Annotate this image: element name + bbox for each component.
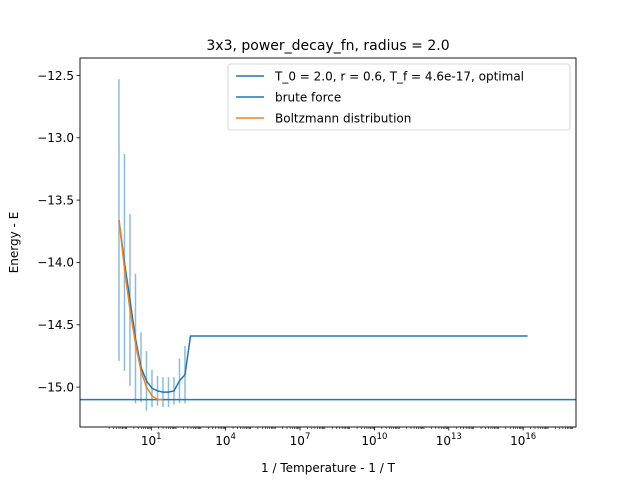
legend-box <box>227 63 571 131</box>
x-tick-label: 107 <box>290 432 311 448</box>
y-tick-label: −14.0 <box>37 256 74 270</box>
series-line-boltzmann <box>118 219 163 401</box>
x-axis: 101 104 107 1010 1013 1016 <box>108 427 574 448</box>
x-tick-label: 101 <box>141 432 162 448</box>
y-tick-label: −14.5 <box>37 318 74 332</box>
y-axis: −12.5 −13.0 −13.5 −14.0 −14.5 −15.0 <box>37 69 80 394</box>
legend-label: T_0 = 2.0, r = 0.6, T_f = 4.6e-17, optim… <box>274 69 524 83</box>
legend-label: Boltzmann distribution <box>275 111 411 125</box>
y-tick-label: −13.0 <box>37 131 74 145</box>
plot-frame <box>79 57 577 428</box>
y-tick-label: −13.5 <box>37 193 74 207</box>
x-tick-label: 1013 <box>436 432 462 448</box>
legend-label: brute force <box>275 90 341 104</box>
x-tick-label: 1010 <box>361 432 387 448</box>
y-axis-label: Energy - E <box>7 212 21 274</box>
chart-title: 3x3, power_decay_fn, radius = 2.0 <box>206 38 449 54</box>
x-tick-label: 104 <box>215 432 236 448</box>
x-axis-label: 1 / Temperature - 1 / T <box>261 461 396 475</box>
y-tick-label: −12.5 <box>37 69 74 83</box>
legend: T_0 = 2.0, r = 0.6, T_f = 4.6e-17, optim… <box>227 63 571 131</box>
series-line-annealing <box>118 219 528 393</box>
y-tick-label: −15.0 <box>37 380 74 394</box>
x-tick-label: 1016 <box>510 432 536 448</box>
